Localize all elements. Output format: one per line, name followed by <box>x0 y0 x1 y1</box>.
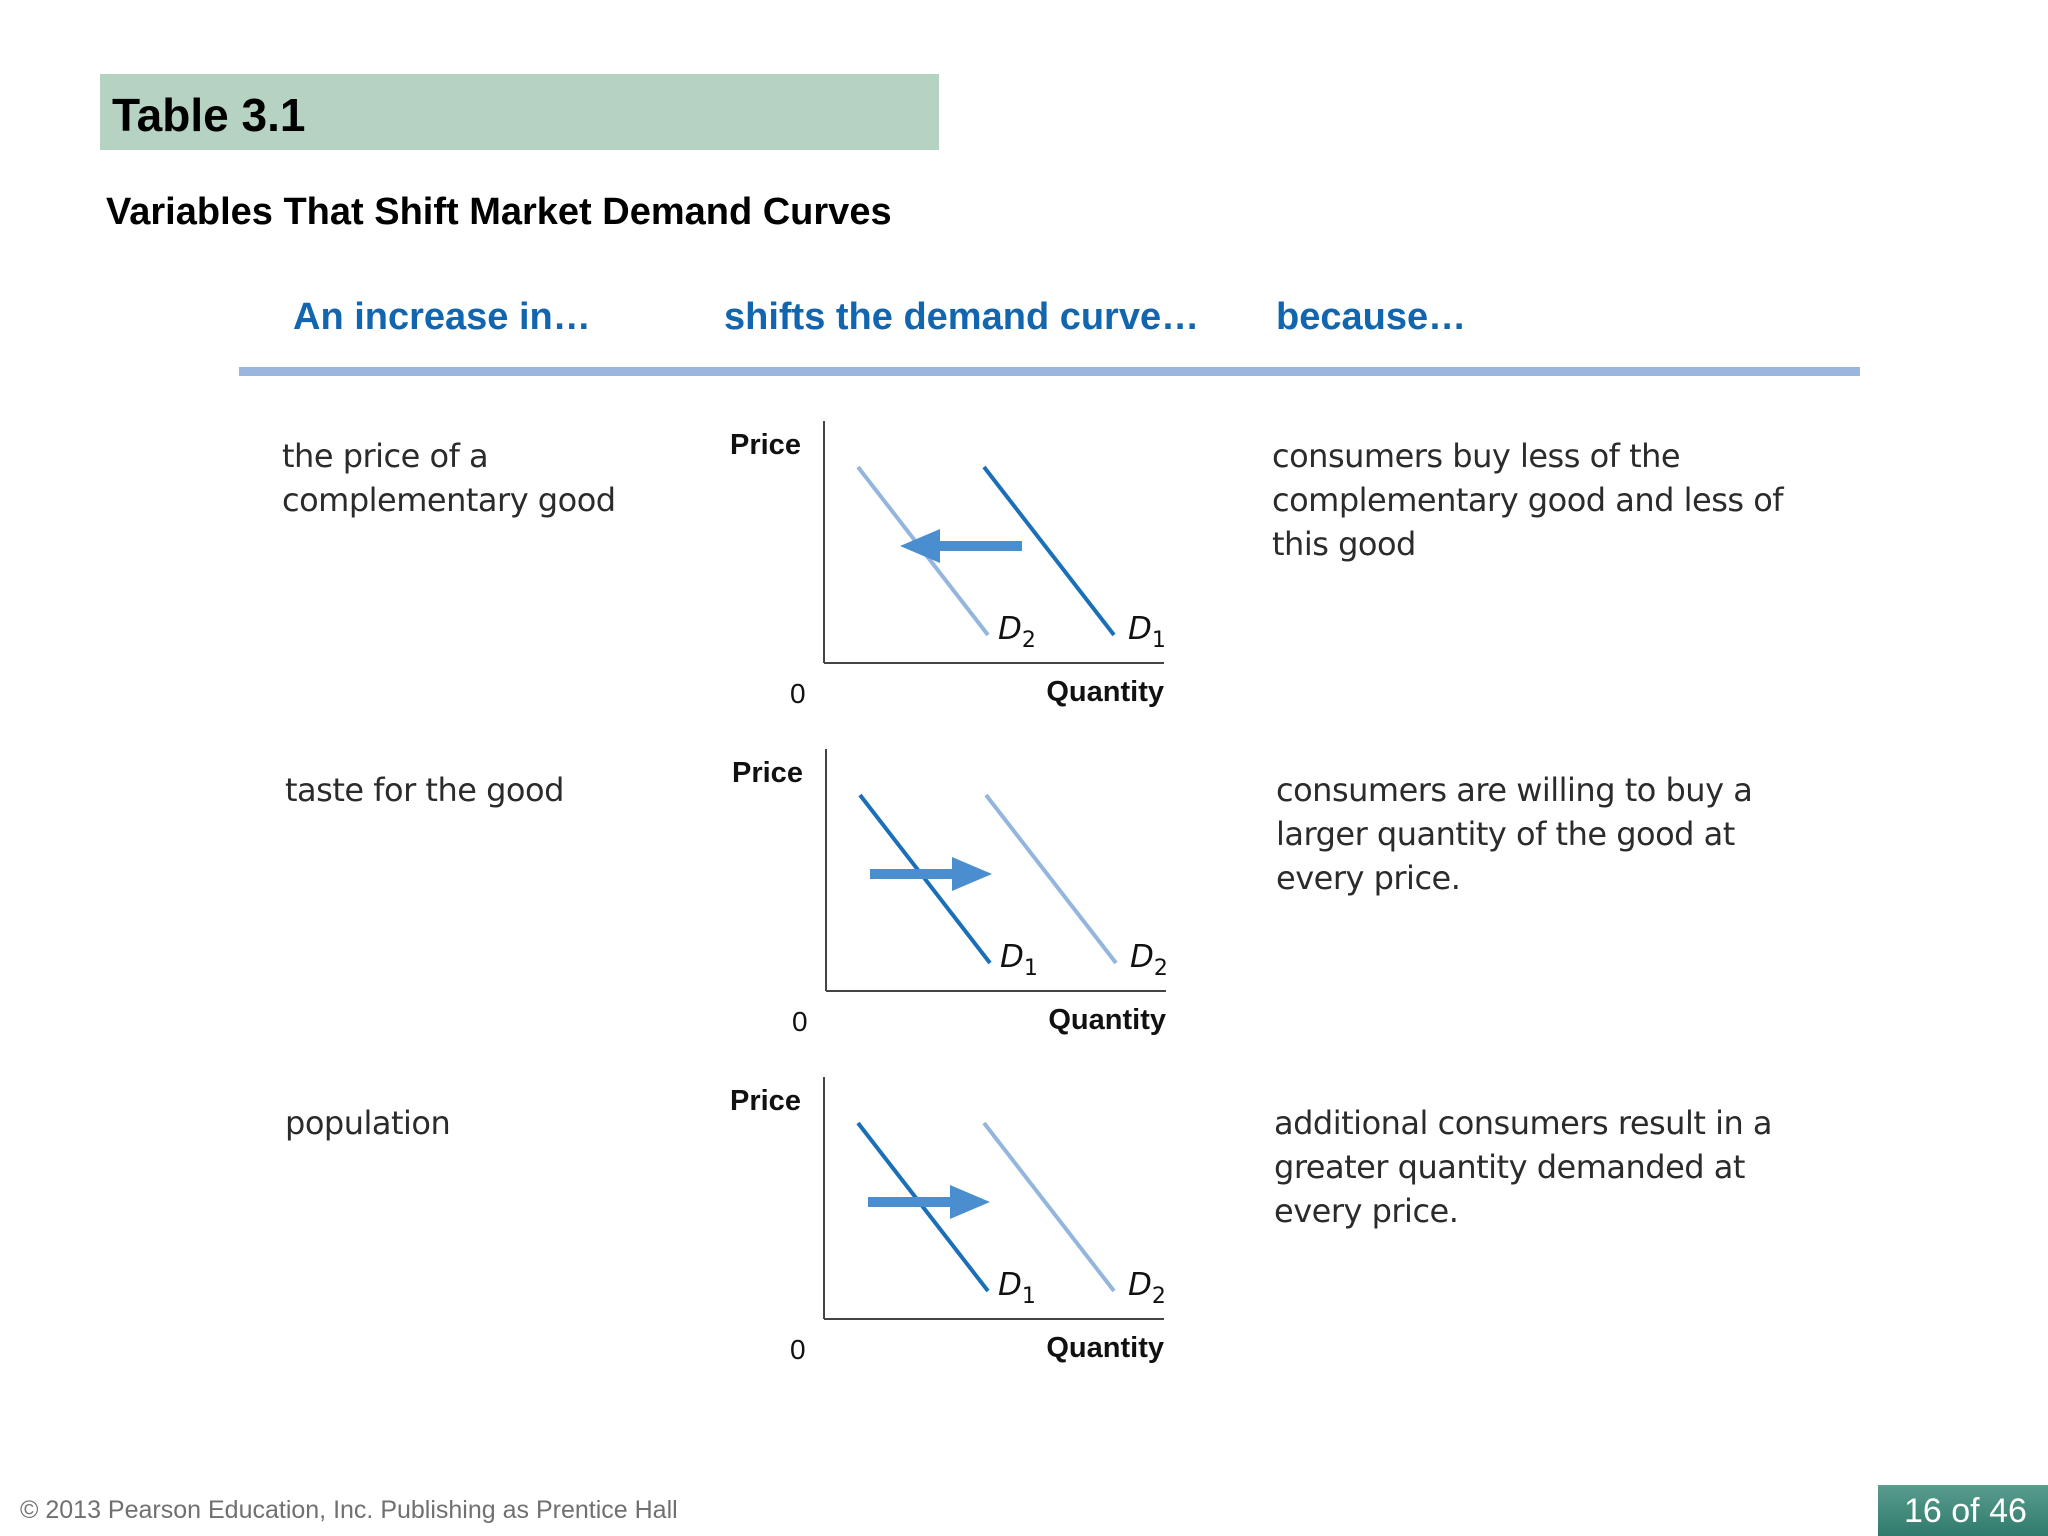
demand-curve-right <box>984 793 1118 965</box>
shift-arrow-shaft <box>870 869 956 879</box>
origin-label: 0 <box>790 678 806 709</box>
demand-shift-graph-3: Price Quantity 0 D1 D2 <box>730 1077 1166 1365</box>
row-2-variable: taste for the good <box>285 768 564 812</box>
copyright-notice: © 2013 Pearson Education, Inc. Publishin… <box>20 1496 678 1524</box>
row-2-variable-line: taste for the good <box>285 771 564 809</box>
price-axis-label: Price <box>730 1085 801 1117</box>
table-title: Table 3.1 <box>112 89 306 141</box>
shift-arrow-shaft <box>936 541 1022 551</box>
row-1-reason-line: complementary good and less of <box>1272 481 1784 519</box>
column-header-shifts: shifts the demand curve… <box>724 296 1200 338</box>
table-title-bar: Table 3.1 <box>100 74 939 150</box>
shift-arrow-head <box>950 1185 990 1219</box>
quantity-axis-label: Quantity <box>1048 1004 1166 1036</box>
page-number: 16 of 46 <box>1904 1492 2027 1530</box>
row-1-variable-line: the price of a <box>282 437 489 475</box>
column-header-increase: An increase in… <box>293 296 591 338</box>
row-1-reason-line: consumers buy less of the <box>1272 437 1681 475</box>
row-3-reason: additional consumers result in a greater… <box>1274 1101 1773 1233</box>
row-1-variable: the price of a complementary good <box>282 434 616 522</box>
shift-arrow-shaft <box>868 1197 954 1207</box>
price-axis-label: Price <box>732 757 803 789</box>
demand-curve-left-label: D2 <box>998 611 1036 653</box>
header-divider <box>239 367 1860 376</box>
page-counter: 16 of 46 <box>1878 1485 2048 1536</box>
shift-arrow-head <box>900 529 940 563</box>
demand-curve-right-label: D2 <box>1128 1267 1166 1309</box>
price-axis-label: Price <box>730 429 801 461</box>
row-3-variable-line: population <box>285 1104 451 1142</box>
row-3-reason-line: greater quantity demanded at <box>1274 1148 1745 1186</box>
row-1-reason-line: this good <box>1272 525 1416 563</box>
origin-label: 0 <box>790 1334 806 1365</box>
row-3-reason-line: every price. <box>1274 1192 1459 1230</box>
demand-curve-right <box>982 1121 1116 1293</box>
shift-arrow-head <box>952 857 992 891</box>
row-2-reason-line: every price. <box>1276 859 1461 897</box>
demand-shift-graph-2: Price Quantity 0 D1 D2 <box>732 749 1168 1037</box>
row-2-reason: consumers are willing to buy a larger qu… <box>1276 768 1753 900</box>
demand-curve-right-label: D2 <box>1130 939 1168 981</box>
demand-shift-graph-1: Price Quantity 0 D2 D1 <box>730 421 1166 709</box>
row-2-reason-line: larger quantity of the good at <box>1276 815 1735 853</box>
row-3-reason-line: additional consumers result in a <box>1274 1104 1773 1142</box>
table-subtitle: Variables That Shift Market Demand Curve… <box>106 191 892 233</box>
demand-curve-left-label: D1 <box>998 1267 1036 1309</box>
column-header-because: because… <box>1276 296 1467 338</box>
demand-curve-right-label: D1 <box>1128 611 1166 653</box>
demand-curve-right <box>982 465 1116 637</box>
row-3-variable: population <box>285 1101 451 1145</box>
quantity-axis-label: Quantity <box>1046 1332 1164 1364</box>
row-1-variable-line: complementary good <box>282 481 616 519</box>
origin-label: 0 <box>792 1006 808 1037</box>
row-1-reason: consumers buy less of the complementary … <box>1272 434 1784 566</box>
row-2-reason-line: consumers are willing to buy a <box>1276 771 1753 809</box>
quantity-axis-label: Quantity <box>1046 676 1164 708</box>
demand-curve-left-label: D1 <box>1000 939 1038 981</box>
